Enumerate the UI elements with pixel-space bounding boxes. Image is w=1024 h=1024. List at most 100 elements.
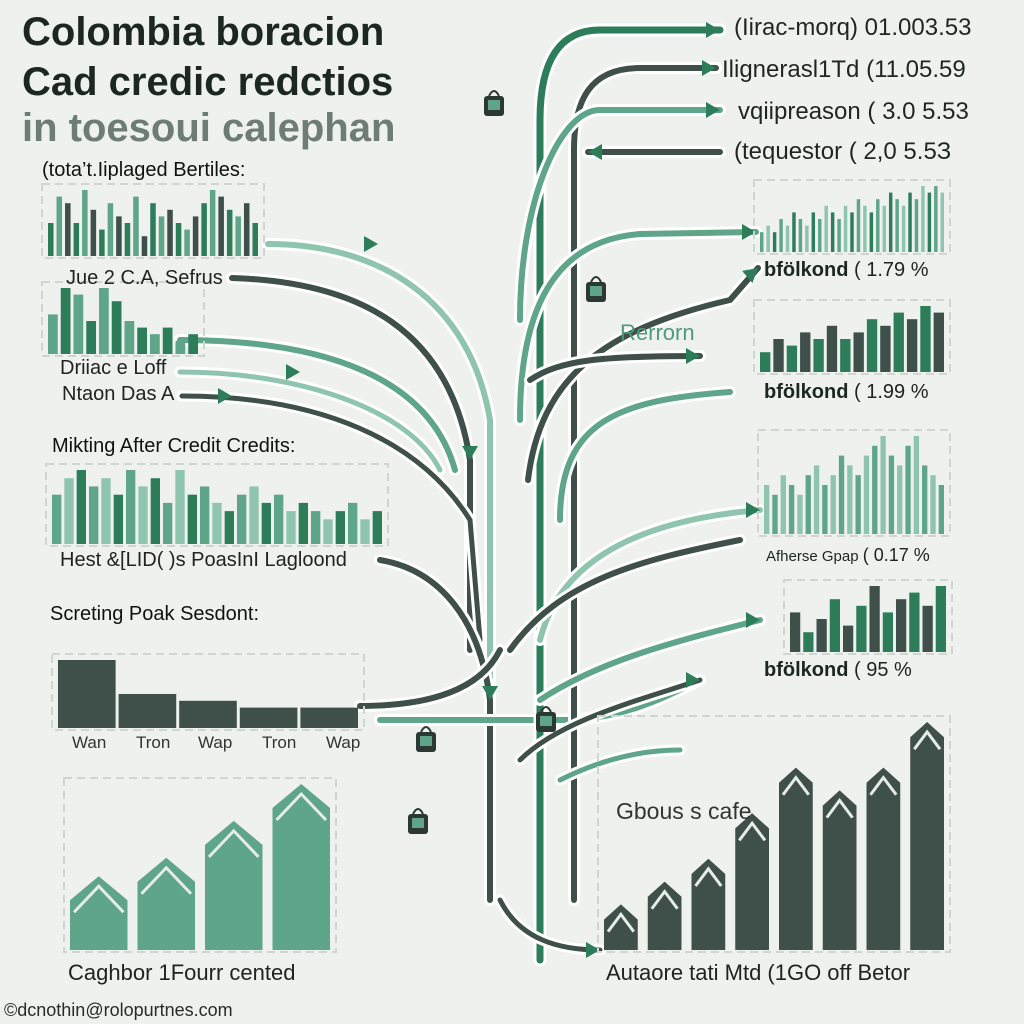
- bar-mark-3-18: [261, 502, 271, 544]
- bar-mark-8-9: [830, 475, 836, 534]
- bar-chevron: [869, 775, 898, 796]
- flow-line: [507, 537, 743, 653]
- bar-mark-2-6: [111, 301, 122, 354]
- bar-mark-3-21: [298, 502, 308, 544]
- bar-chevron: [140, 865, 193, 895]
- bar-chevron: [781, 775, 810, 796]
- bar-mark-7-13: [920, 306, 931, 372]
- top-right-label-3: vqiipreason: [738, 98, 861, 125]
- top-right-label-2: Ilignerasl1Td: [722, 56, 860, 83]
- bar-mark-3-6: [113, 494, 123, 544]
- right-row-3-value: ( 0.17 %: [862, 545, 930, 565]
- bar-mark-3-22: [311, 511, 321, 544]
- bar-mark-6-23: [901, 205, 906, 252]
- bar-chevron: [207, 828, 260, 858]
- bar-mark-1-2: [56, 196, 63, 256]
- flow-line: [537, 617, 763, 703]
- flow-line: [536, 26, 724, 964]
- bar-mark-3-13: [200, 486, 210, 544]
- flow-line: [177, 369, 443, 473]
- bar-mark-7-9: [866, 319, 878, 372]
- shopping-bag-icon: [408, 808, 428, 834]
- flow-arrow-head: [588, 144, 602, 160]
- bar-chevron: [913, 729, 942, 751]
- bar-mark-9-1: [790, 612, 801, 652]
- flow-line: [571, 65, 719, 903]
- bar-mark-2-9: [150, 334, 160, 354]
- bar-chevron: [650, 889, 679, 910]
- bar-mark-6-17: [863, 205, 867, 252]
- bar-mark-3-9: [150, 478, 160, 544]
- bar-mark-3-17: [249, 486, 259, 544]
- bar-mark-6-18: [869, 212, 874, 252]
- bar-mark-2-1: [48, 314, 58, 354]
- bar-mark-1-6: [90, 209, 97, 256]
- bar-mark-2-11: [175, 340, 186, 354]
- chart-frame: [41, 183, 265, 259]
- bar-mark-6-26: [921, 186, 925, 252]
- bar-mark-7-2: [773, 339, 784, 372]
- bar-chevron: [72, 884, 125, 914]
- chart-frame: [51, 653, 365, 731]
- bar-chevron: [694, 866, 723, 887]
- flow-line-halo: [554, 386, 736, 526]
- title-line-2: Cad credic redctios: [22, 60, 394, 104]
- left-label-3: Hest &[LID( )s PoasInI Lagloond: [60, 549, 347, 571]
- bar-mark-3-7: [126, 470, 136, 544]
- tick-label-1: Wan: [72, 733, 107, 752]
- top-right-value-4: ( 2,0 5.5З: [848, 138, 952, 165]
- flow-line: [557, 747, 683, 783]
- bar-mark-6-6: [792, 212, 796, 252]
- bar-mark-1-8: [107, 203, 114, 256]
- left-header-1: (tota’t.Iiplaged Bertiles:: [42, 159, 246, 181]
- right-row-1: bfölkond ( 1.79 %: [764, 260, 928, 280]
- flow-arrow-head: [706, 102, 720, 118]
- bar-mark-10-2: [647, 881, 682, 950]
- bar-mark-3-3: [76, 470, 86, 544]
- bar-mark-1-24: [243, 203, 250, 256]
- bar-mark-8-16: [888, 455, 895, 534]
- bar-mark-10-5: [779, 767, 813, 950]
- left-header-3: Screting Poak Sesdont:: [50, 603, 260, 625]
- bar-mark-2-5: [99, 288, 109, 354]
- tick-label-4: Tron: [262, 733, 297, 752]
- bar-mark-8-11: [847, 465, 853, 534]
- bar-mark-9-9: [896, 599, 907, 652]
- flow-line: [179, 393, 483, 643]
- bar-mark-6-8: [805, 225, 809, 252]
- bar-mark-2-4: [86, 321, 96, 354]
- bar-mark-6-1: [760, 232, 764, 252]
- bar-mark-10-1: [604, 904, 638, 950]
- top-right-label-1: (Iirac-morq): [734, 14, 858, 41]
- bar-mark-6-14: [843, 205, 848, 252]
- flow-line: [517, 229, 759, 423]
- bar-mark-1-25: [252, 223, 258, 256]
- bar-mark-7-8: [853, 332, 864, 372]
- flow-line-halo: [568, 62, 722, 906]
- bar-mark-4-5: [300, 707, 358, 728]
- bar-mark-1-5: [82, 190, 88, 256]
- bar-mark-7-4: [800, 332, 811, 372]
- bar-mark-8-6: [805, 475, 811, 534]
- bar-mark-1-3: [65, 203, 71, 256]
- chart-frame: [597, 715, 951, 953]
- bar-mark-3-19: [274, 494, 284, 544]
- bar-mark-6-10: [818, 219, 822, 252]
- bar-mark-3-15: [224, 511, 234, 544]
- bar-mark-10-7: [866, 767, 901, 950]
- bar-mark-8-18: [905, 445, 911, 534]
- bar-mark-8-13: [863, 455, 870, 534]
- bar-mark-7-12: [906, 319, 918, 372]
- bar-mark-10-6: [822, 790, 857, 950]
- right-row-4-value: ( 95 %: [854, 659, 912, 681]
- flow-line: [527, 353, 703, 383]
- bar-mark-6-12: [830, 212, 835, 252]
- bar-mark-7-7: [840, 339, 851, 372]
- bar-mark-6-28: [934, 186, 938, 252]
- bar-mark-2-12: [188, 334, 198, 354]
- bar-mark-1-11: [133, 196, 139, 256]
- bar-mark-6-7: [798, 219, 803, 252]
- shopping-bag-icon: [484, 90, 504, 116]
- bar-mark-1-23: [235, 216, 241, 256]
- left-label-2b: Ntaon Das A: [62, 383, 175, 405]
